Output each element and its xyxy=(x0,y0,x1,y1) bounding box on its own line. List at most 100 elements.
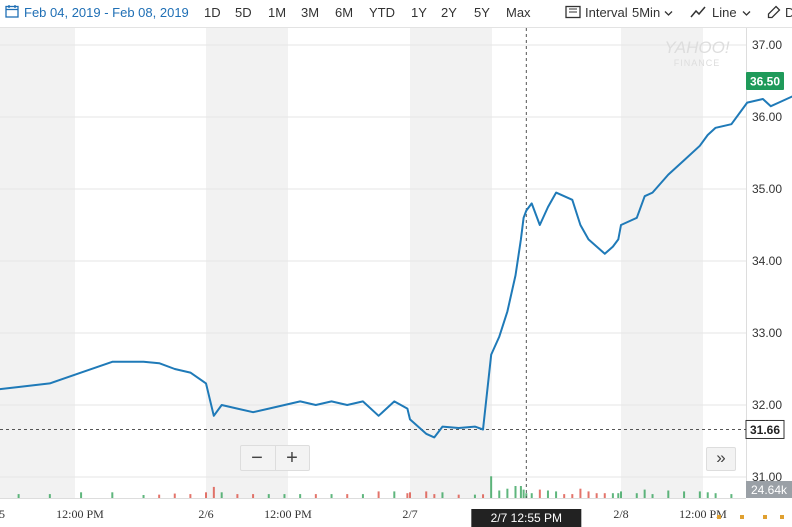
x-tick-label: 12:00 PM xyxy=(264,507,312,521)
volume-bar xyxy=(538,489,541,498)
volume-bar xyxy=(643,489,646,498)
price-chart[interactable]: YAHOO! FINANCE 37.00 36.00 35.00 34.00 33.00… xyxy=(0,27,792,527)
crosshair-price-badge xyxy=(745,419,785,439)
volume-bar xyxy=(635,493,638,498)
interval-value[interactable]: 5Min xyxy=(632,5,661,20)
volume-bar xyxy=(406,493,409,498)
range-5y-button[interactable]: 5Y xyxy=(474,5,490,20)
y-tick-label: 35.00 xyxy=(752,182,782,196)
volume-bar xyxy=(361,494,364,498)
volume-bar xyxy=(409,492,411,498)
volume-bar xyxy=(611,493,614,498)
chart-toolbar: Feb 04, 2019 - Feb 08, 2019 1D 5D 1M 3M … xyxy=(0,0,792,28)
volume-bar xyxy=(683,491,686,498)
volume-bar xyxy=(158,494,161,498)
volume-bar xyxy=(80,492,83,498)
volume-bar xyxy=(546,490,549,498)
event-marker[interactable] xyxy=(763,515,767,519)
volume-bar xyxy=(698,491,701,498)
chart-type-selector[interactable]: Line xyxy=(712,5,737,20)
volume-bar xyxy=(579,488,582,498)
volume-bar xyxy=(706,492,709,498)
volume-bar xyxy=(603,493,606,498)
range-1y-button[interactable]: 1Y xyxy=(411,5,427,20)
range-2y-button[interactable]: 2Y xyxy=(441,5,457,20)
volume-bar xyxy=(299,494,302,498)
crosshair-time-label: 2/7 12:55 PM xyxy=(491,511,562,525)
volume-bar xyxy=(714,493,717,498)
event-marker[interactable] xyxy=(780,515,784,519)
volume-bar xyxy=(425,491,428,498)
session-shade-band xyxy=(621,28,703,498)
calendar-icon[interactable] xyxy=(5,4,19,22)
volume-bar xyxy=(595,493,598,498)
x-tick-label: 12:00 PM xyxy=(56,507,104,521)
volume-bar xyxy=(522,489,525,498)
volume-bar xyxy=(433,494,436,498)
crosshair-price-label: 31.66 xyxy=(750,423,780,437)
volume-bar xyxy=(220,492,223,498)
zoom-out-button[interactable]: − xyxy=(251,447,263,469)
range-ytd-button[interactable]: YTD xyxy=(369,5,395,20)
volume-bar xyxy=(346,494,349,498)
volume-bar xyxy=(48,494,51,498)
volume-bar xyxy=(205,492,207,498)
crosshair-time-badge xyxy=(471,509,582,527)
date-range-selector[interactable]: Feb 04, 2019 - Feb 08, 2019 xyxy=(24,5,189,20)
watermark-sub: FINANCE xyxy=(674,58,721,68)
chevron-down-icon[interactable] xyxy=(742,6,751,22)
y-tick-label: 36.00 xyxy=(752,110,782,124)
volume-bar xyxy=(236,494,239,498)
x-tick-label: 2/7 xyxy=(402,507,417,521)
volume-bar xyxy=(482,494,485,498)
last-price-badge xyxy=(746,72,784,90)
event-marker[interactable] xyxy=(740,515,744,519)
range-6m-button[interactable]: 6M xyxy=(335,5,354,20)
zoom-in-button[interactable]: + xyxy=(275,446,308,470)
y-tick-label: 37.00 xyxy=(752,38,782,52)
volume-bar xyxy=(617,493,620,498)
volume-bar xyxy=(587,491,590,498)
volume-bar xyxy=(620,491,622,498)
line-chart-icon[interactable] xyxy=(690,5,706,23)
y-tick-label: 31.00 xyxy=(752,470,782,484)
volume-bar xyxy=(142,495,145,498)
zoom-controls: − + xyxy=(240,445,310,471)
pencil-icon[interactable] xyxy=(767,5,781,23)
interval-label[interactable]: Interval xyxy=(585,5,628,20)
volume-bar xyxy=(571,494,574,498)
volume-bar xyxy=(377,491,380,498)
volume-bar xyxy=(173,493,176,498)
volume-bar xyxy=(267,494,270,498)
chevron-down-icon[interactable] xyxy=(664,6,673,22)
volume-bar xyxy=(212,486,215,498)
volume-bar xyxy=(457,494,460,498)
watermark-brand: YAHOO! xyxy=(664,38,729,57)
volume-bar xyxy=(490,476,493,498)
range-max-button[interactable]: Max xyxy=(506,5,531,20)
y-tick-label: 34.00 xyxy=(752,254,782,268)
session-shade-band xyxy=(206,28,288,498)
range-1m-button[interactable]: 1M xyxy=(268,5,287,20)
y-tick-label: 33.00 xyxy=(752,326,782,340)
x-tick-label: 2/6 xyxy=(198,507,213,521)
volume-bar xyxy=(189,494,192,498)
x-tick-label: 2/8 xyxy=(613,507,628,521)
volume-bar xyxy=(730,494,733,498)
event-marker[interactable] xyxy=(717,515,721,519)
draw-button[interactable]: D xyxy=(785,5,792,20)
x-tick-label: 12:00 PM xyxy=(679,507,727,521)
volume-bar xyxy=(330,494,333,498)
scroll-right-control: » xyxy=(706,447,736,471)
volume-bar xyxy=(252,494,255,498)
volume-bar xyxy=(530,493,533,498)
range-5d-button[interactable]: 5D xyxy=(235,5,252,20)
last-price-label: 36.50 xyxy=(750,75,780,89)
session-shade-band xyxy=(410,28,492,498)
candlestick-icon[interactable] xyxy=(565,5,581,23)
volume-bar xyxy=(525,493,528,498)
scroll-right-button[interactable]: » xyxy=(716,448,726,467)
range-3m-button[interactable]: 3M xyxy=(301,5,320,20)
volume-bar xyxy=(514,486,517,498)
range-1d-button[interactable]: 1D xyxy=(204,5,221,20)
